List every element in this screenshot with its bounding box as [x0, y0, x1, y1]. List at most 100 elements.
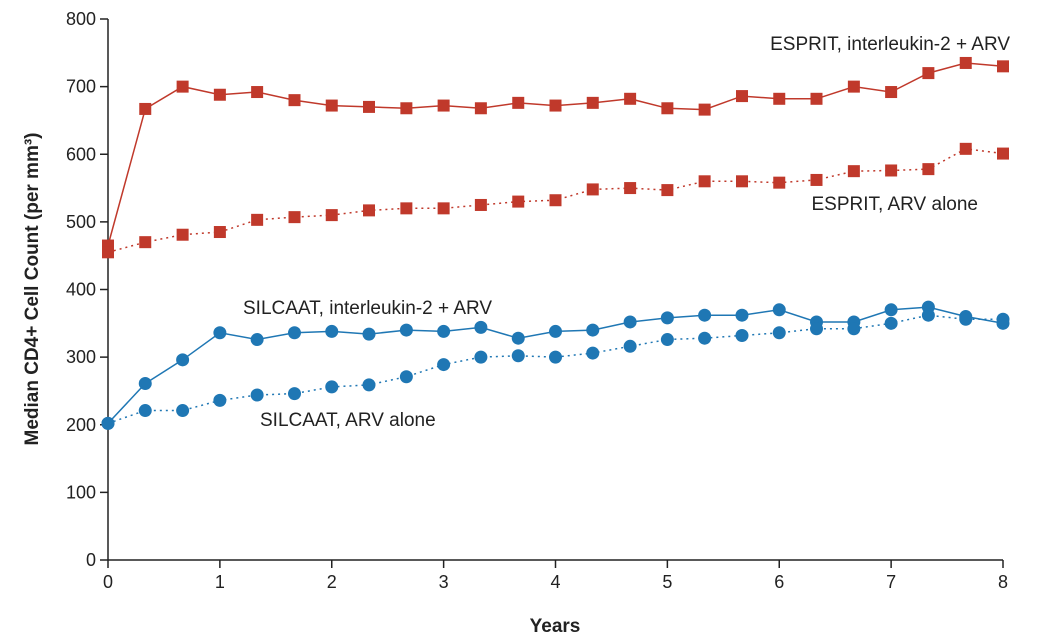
data-point-square [959, 142, 972, 155]
data-point-circle [474, 320, 488, 334]
x-ticks: 0 1 2 3 4 5 6 7 8 [103, 560, 1008, 592]
y-axis-title: Median CD4+ Cell Count (per mm³) [22, 133, 43, 446]
y-tick-label: 200 [66, 415, 96, 435]
data-point-circle [176, 404, 190, 418]
series-label-silcaat-il2: SILCAAT, interleukin-2 + ARV [243, 298, 492, 319]
data-point-circle [176, 353, 190, 367]
data-point-circle [287, 326, 301, 340]
data-point-square [959, 56, 972, 69]
data-point-circle [549, 350, 562, 364]
data-point-circle [437, 358, 451, 372]
series-line [107, 306, 1004, 424]
series-1 [102, 142, 1009, 259]
data-point-circle [884, 316, 898, 330]
data-point-circle [623, 339, 637, 353]
x-tick-label: 8 [998, 572, 1008, 592]
data-point-circle [549, 324, 562, 338]
data-point-circle [362, 378, 376, 392]
data-point-square [288, 211, 301, 224]
series-label-esprit-arv: ESPRIT, ARV alone [811, 194, 978, 215]
data-point-circle [213, 393, 227, 407]
series-line [107, 62, 1004, 246]
data-point-circle [810, 322, 824, 336]
y-ticks: 0 100 200 300 400 500 600 700 800 [66, 9, 108, 570]
x-tick-label: 0 [103, 572, 113, 592]
data-point-circle [250, 333, 264, 347]
data-point-circle [772, 303, 786, 317]
data-point-square [251, 213, 264, 226]
x-tick-label: 3 [439, 572, 449, 592]
data-point-square [139, 102, 152, 115]
data-point-circle [586, 346, 600, 360]
data-point-circle [101, 416, 115, 430]
data-point-circle [287, 387, 301, 401]
data-point-square [997, 147, 1009, 160]
data-point-square [624, 182, 637, 195]
data-point-square [325, 99, 338, 112]
data-point-square [847, 165, 860, 178]
data-point-square [997, 60, 1009, 73]
data-point-square [512, 195, 525, 208]
data-point-circle [213, 326, 227, 340]
data-point-square [474, 198, 487, 211]
data-point-square [922, 67, 935, 80]
series-layer [101, 56, 1010, 430]
data-point-circle [735, 308, 749, 322]
data-point-circle [511, 331, 525, 345]
data-point-square [400, 202, 413, 215]
data-point-circle [399, 323, 413, 337]
data-point-circle [138, 376, 152, 390]
data-point-square [661, 184, 674, 197]
data-point-circle [698, 331, 712, 345]
axes: 0 100 200 300 400 500 600 700 800 0 1 2 3 4 5 6 7 8 [66, 9, 1008, 592]
data-point-circle [660, 311, 674, 325]
y-tick-label: 400 [66, 280, 96, 300]
series-label-esprit-il2: ESPRIT, interleukin-2 + ARV [770, 34, 1010, 55]
data-point-square [437, 99, 450, 112]
series-2 [101, 300, 1010, 430]
x-tick-label: 1 [215, 572, 225, 592]
data-point-square [586, 96, 599, 109]
x-tick-label: 7 [886, 572, 896, 592]
data-point-circle [735, 328, 749, 342]
data-point-square [102, 246, 114, 259]
x-axis-title: Years [530, 616, 581, 637]
data-point-square [810, 92, 823, 105]
data-point-square [512, 96, 525, 109]
x-tick-label: 5 [662, 572, 672, 592]
data-point-square [549, 99, 562, 112]
data-point-square [885, 164, 898, 177]
data-point-square [586, 183, 599, 196]
data-point-square [773, 176, 786, 189]
data-point-square [474, 102, 487, 115]
data-point-circle [660, 333, 674, 347]
x-tick-label: 4 [550, 572, 560, 592]
data-point-circle [362, 327, 376, 341]
data-point-circle [921, 308, 935, 322]
y-tick-label: 700 [66, 77, 96, 97]
y-tick-label: 800 [66, 9, 96, 29]
data-point-square [847, 80, 860, 93]
y-tick-label: 100 [66, 482, 96, 502]
data-point-circle [511, 349, 525, 363]
data-point-circle [138, 404, 152, 418]
data-point-circle [884, 303, 898, 317]
data-point-circle [996, 312, 1010, 326]
data-point-square [363, 204, 376, 217]
data-point-circle [959, 312, 973, 326]
data-point-square [213, 226, 226, 239]
series-0 [102, 56, 1009, 252]
data-point-square [773, 92, 786, 105]
data-point-square [810, 173, 823, 186]
data-point-circle [698, 308, 712, 322]
data-point-circle [399, 370, 413, 384]
data-point-square [661, 102, 674, 115]
data-point-circle [325, 380, 339, 394]
data-point-circle [474, 350, 488, 364]
data-point-square [624, 92, 637, 105]
x-tick-label: 6 [774, 572, 784, 592]
data-point-square [363, 100, 376, 113]
x-tick-label: 2 [327, 572, 337, 592]
series-labels: ESPRIT, interleukin-2 + ARV ESPRIT, ARV … [243, 34, 1010, 431]
